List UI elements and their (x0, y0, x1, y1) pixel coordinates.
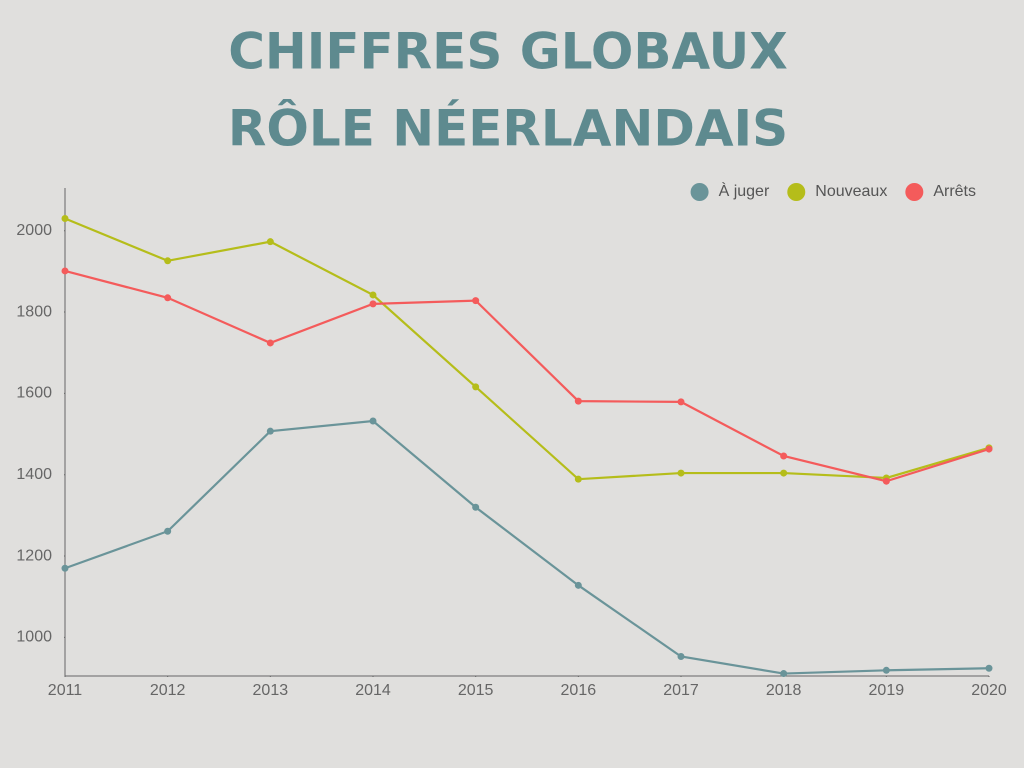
chart-title: CHIFFRES GLOBAUX (228, 23, 788, 81)
x-tick-label: 2015 (458, 682, 494, 699)
data-point (61, 215, 69, 222)
x-tick-label: 2018 (766, 682, 802, 699)
legend-marker (787, 183, 806, 201)
x-tick-label: 2014 (355, 682, 391, 699)
data-point (164, 257, 172, 265)
series-line (64, 217, 990, 481)
x-tick-label: 2019 (869, 682, 905, 699)
data-point (164, 294, 172, 302)
y-tick-label: 1600 (16, 385, 52, 402)
data-point (780, 452, 788, 460)
x-tick-label: 2017 (663, 682, 699, 699)
y-tick-label: 1400 (16, 466, 52, 483)
data-point (61, 267, 69, 275)
x-tick-label: 2011 (48, 682, 83, 699)
data-point (985, 445, 993, 453)
data-point (574, 397, 582, 405)
chart-title: RÔLE NÉERLANDAIS (228, 99, 788, 158)
y-tick-label: 1800 (16, 303, 52, 320)
data-point (369, 300, 377, 308)
y-tick-label: 2000 (16, 222, 52, 239)
legend-marker (690, 183, 709, 201)
x-tick-label: 2020 (971, 682, 1007, 699)
x-tick-label: 2012 (150, 682, 186, 699)
x-tick-label: 2013 (253, 682, 289, 699)
legend-label: À juger (719, 181, 770, 200)
data-point (472, 383, 480, 391)
data-point (472, 297, 480, 305)
legend-label: Arrêts (933, 183, 976, 200)
data-point (985, 664, 993, 672)
data-point (780, 670, 788, 678)
legend-label: Nouveaux (815, 183, 887, 200)
data-point (677, 652, 685, 660)
data-point (61, 564, 69, 572)
data-point (369, 291, 377, 299)
y-tick-label: 1200 (16, 547, 52, 564)
data-point (266, 238, 274, 246)
y-tick-label: 1000 (16, 629, 52, 646)
data-point (882, 477, 890, 485)
data-point (677, 398, 685, 406)
data-point (266, 427, 274, 435)
series-line (64, 419, 990, 675)
data-point (369, 417, 377, 425)
data-point (164, 527, 172, 535)
legend-marker (905, 183, 924, 201)
data-point (472, 503, 480, 511)
data-point (882, 666, 890, 674)
series-line (64, 269, 990, 483)
data-point (574, 581, 582, 589)
data-point (266, 339, 274, 347)
data-point (677, 469, 685, 477)
data-point (574, 475, 582, 483)
x-tick-label: 2016 (561, 682, 597, 699)
data-point (780, 469, 788, 477)
